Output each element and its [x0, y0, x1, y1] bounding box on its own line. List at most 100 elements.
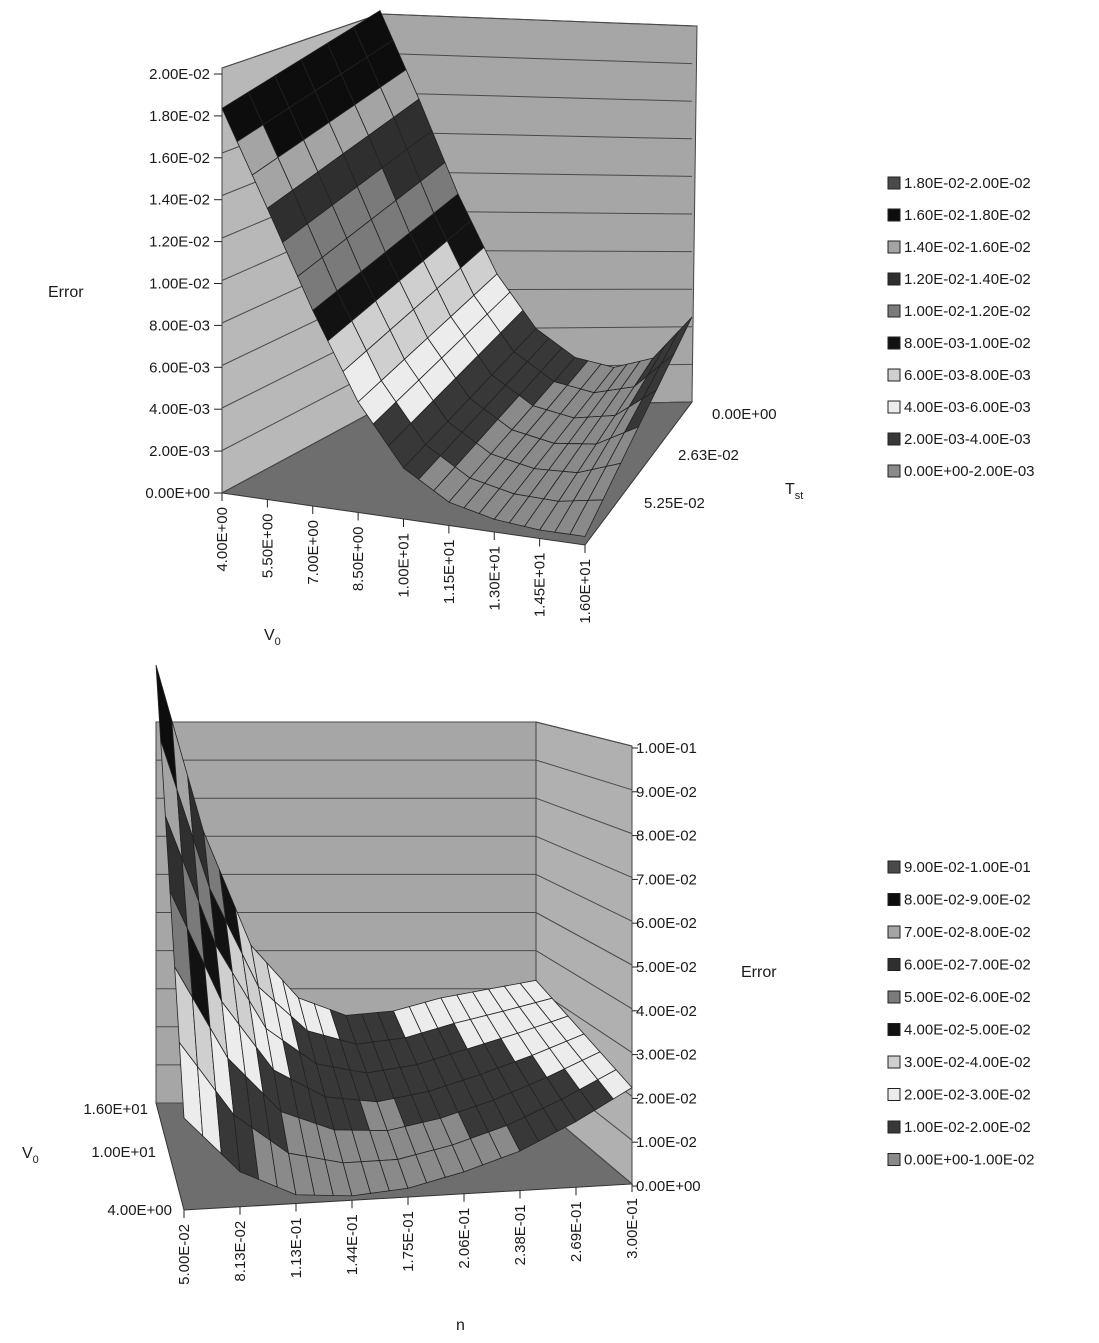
legend-label: 8.00E-03-1.00E-02 [904, 335, 1031, 352]
legend-label: 1.40E-02-1.60E-02 [904, 239, 1031, 256]
legend-label: 9.00E-02-1.00E-01 [904, 859, 1031, 876]
x-tick-label: 1.13E-01 [288, 1218, 305, 1279]
z-tick-label: 8.00E-03 [149, 317, 210, 334]
legend-label: 7.00E-02-8.00E-02 [904, 924, 1031, 941]
chart1-legend: 1.80E-02-2.00E-02 1.60E-02-1.80E-02 1.40E-… [887, 175, 1035, 480]
chart-2: 0.00E+00 1.00E-02 2.00E-02 3.00E-02 4.00E-02… [22, 664, 1035, 1334]
legend-swatch [887, 272, 901, 286]
legend-label: 1.20E-02-1.40E-02 [904, 271, 1031, 288]
legend-swatch [887, 1055, 901, 1069]
chart2-y-axis-label: V0 [22, 1145, 39, 1166]
x-tick-label: 1.75E-01 [400, 1211, 417, 1272]
legend-label: 1.80E-02-2.00E-02 [904, 175, 1031, 192]
legend-swatch [887, 958, 901, 971]
chart1-y-axis-label: Tst [785, 481, 803, 502]
x-tick-label: 1.30E+01 [486, 546, 503, 611]
legend-label: 6.00E-03-8.00E-03 [904, 367, 1031, 384]
legend-swatch [887, 1023, 901, 1036]
z-tick-label: 1.60E-02 [149, 150, 210, 167]
x-tick-label: 1.44E-01 [344, 1214, 361, 1275]
z-tick-label: 1.00E-02 [636, 1134, 697, 1151]
z-tick-label: 0.00E+00 [145, 485, 210, 502]
legend-label: 4.00E-03-6.00E-03 [904, 399, 1031, 416]
z-tick-label: 2.00E-02 [149, 66, 210, 83]
surface-patch [597, 1069, 633, 1100]
z-tick-label: 6.00E-03 [149, 359, 210, 376]
legend-swatch [887, 1120, 901, 1134]
legend-label: 0.00E+00-2.00E-03 [904, 463, 1035, 480]
gridline [379, 13, 693, 27]
gridline [535, 835, 633, 878]
legend-label: 3.00E-02-4.00E-02 [904, 1054, 1031, 1071]
x-tick-label: 3.00E-01 [624, 1198, 641, 1259]
z-tick-label: 2.00E-02 [636, 1090, 697, 1107]
gridline [379, 92, 693, 102]
chart1-z-ticks: 0.00E+00 2.00E-03 4.00E-03 6.00E-03 8.00E-03… [145, 66, 222, 502]
z-tick-label: 1.00E-01 [636, 740, 697, 757]
legend-swatch [887, 336, 901, 350]
chart2-z-ticks: 0.00E+00 1.00E-02 2.00E-02 3.00E-02 4.00E-02… [632, 740, 701, 1195]
z-tick-label: 1.00E-02 [149, 276, 210, 293]
chart2-y-ticks: 4.00E+00 1.00E+01 1.60E+01 [83, 1101, 172, 1219]
legend-swatch [887, 208, 901, 222]
z-tick-label: 2.00E-03 [149, 443, 210, 460]
chart2-x-ticks: 5.00E-02 8.13E-02 1.13E-01 1.44E-01 1.75E-01… [176, 1184, 641, 1285]
legend-swatch [887, 1088, 901, 1101]
y-tick-label: 2.63E-02 [678, 447, 739, 464]
z-tick-label: 1.20E-02 [149, 234, 210, 251]
surface-patch [569, 499, 604, 537]
gridline [535, 950, 633, 1010]
x-tick-label: 5.50E+00 [259, 514, 276, 579]
legend-swatch [887, 400, 901, 414]
chart2-legend: 9.00E-02-1.00E-01 8.00E-02-9.00E-02 7.00E-… [887, 859, 1035, 1169]
x-tick-label: 8.13E-02 [232, 1221, 249, 1282]
x-tick-label: 2.69E-01 [568, 1201, 585, 1262]
legend-swatch [887, 1153, 901, 1166]
legend-swatch [887, 925, 901, 939]
legend-label: 1.00E-02-1.20E-02 [904, 303, 1031, 320]
z-tick-label: 5.00E-02 [636, 959, 697, 976]
z-tick-label: 6.00E-02 [636, 915, 697, 932]
x-tick-label: 2.06E-01 [456, 1208, 473, 1269]
y-tick-label: 4.00E+00 [107, 1202, 172, 1219]
gridline [535, 721, 633, 747]
gridline [535, 912, 633, 966]
gridline [221, 13, 381, 69]
x-tick-label: 7.00E+00 [305, 520, 322, 585]
z-tick-label: 0.00E+00 [636, 1178, 701, 1195]
gridline [379, 52, 693, 65]
legend-swatch [887, 432, 901, 446]
z-tick-label: 4.00E-02 [636, 1003, 697, 1020]
chart1-x-ticks: 4.00E+00 5.50E+00 7.00E+00 8.50E+00 1.00E+01… [214, 493, 594, 624]
legend-label: 8.00E-02-9.00E-02 [904, 892, 1031, 909]
legend-label: 6.00E-02-7.00E-02 [904, 957, 1031, 974]
x-tick-label: 2.38E-01 [512, 1205, 529, 1266]
legend-label: 2.00E-03-4.00E-03 [904, 431, 1031, 448]
x-tick-label: 1.60E+01 [577, 559, 594, 624]
chart1-surface [221, 10, 693, 537]
gridline [221, 407, 381, 494]
legend-swatch [887, 990, 901, 1004]
legend-swatch [887, 304, 901, 318]
z-tick-label: 4.00E-03 [149, 401, 210, 418]
y-tick-label: 5.25E-02 [644, 495, 705, 512]
legend-swatch [887, 240, 901, 254]
z-tick-label: 1.40E-02 [149, 192, 210, 209]
chart1-y-ticks: 0.00E+00 2.63E-02 5.25E-02 [644, 406, 777, 512]
legend-swatch [887, 893, 901, 906]
z-tick-label: 3.00E-02 [636, 1047, 697, 1064]
legend-label: 2.00E-02-3.00E-02 [904, 1087, 1031, 1104]
legend-label: 1.60E-02-1.80E-02 [904, 207, 1031, 224]
gridline [535, 873, 633, 922]
legend-swatch [887, 860, 901, 874]
legend-label: 0.00E+00-1.00E-02 [904, 1152, 1035, 1169]
x-tick-label: 1.45E+01 [532, 553, 549, 618]
z-tick-label: 1.80E-02 [149, 108, 210, 125]
y-tick-label: 1.60E+01 [83, 1101, 148, 1118]
chart1-x-axis-label: V0 [264, 627, 281, 648]
x-tick-label: 1.00E+01 [396, 533, 413, 598]
chart2-z-axis-label: Error [741, 964, 777, 981]
y-tick-label: 0.00E+00 [712, 406, 777, 423]
